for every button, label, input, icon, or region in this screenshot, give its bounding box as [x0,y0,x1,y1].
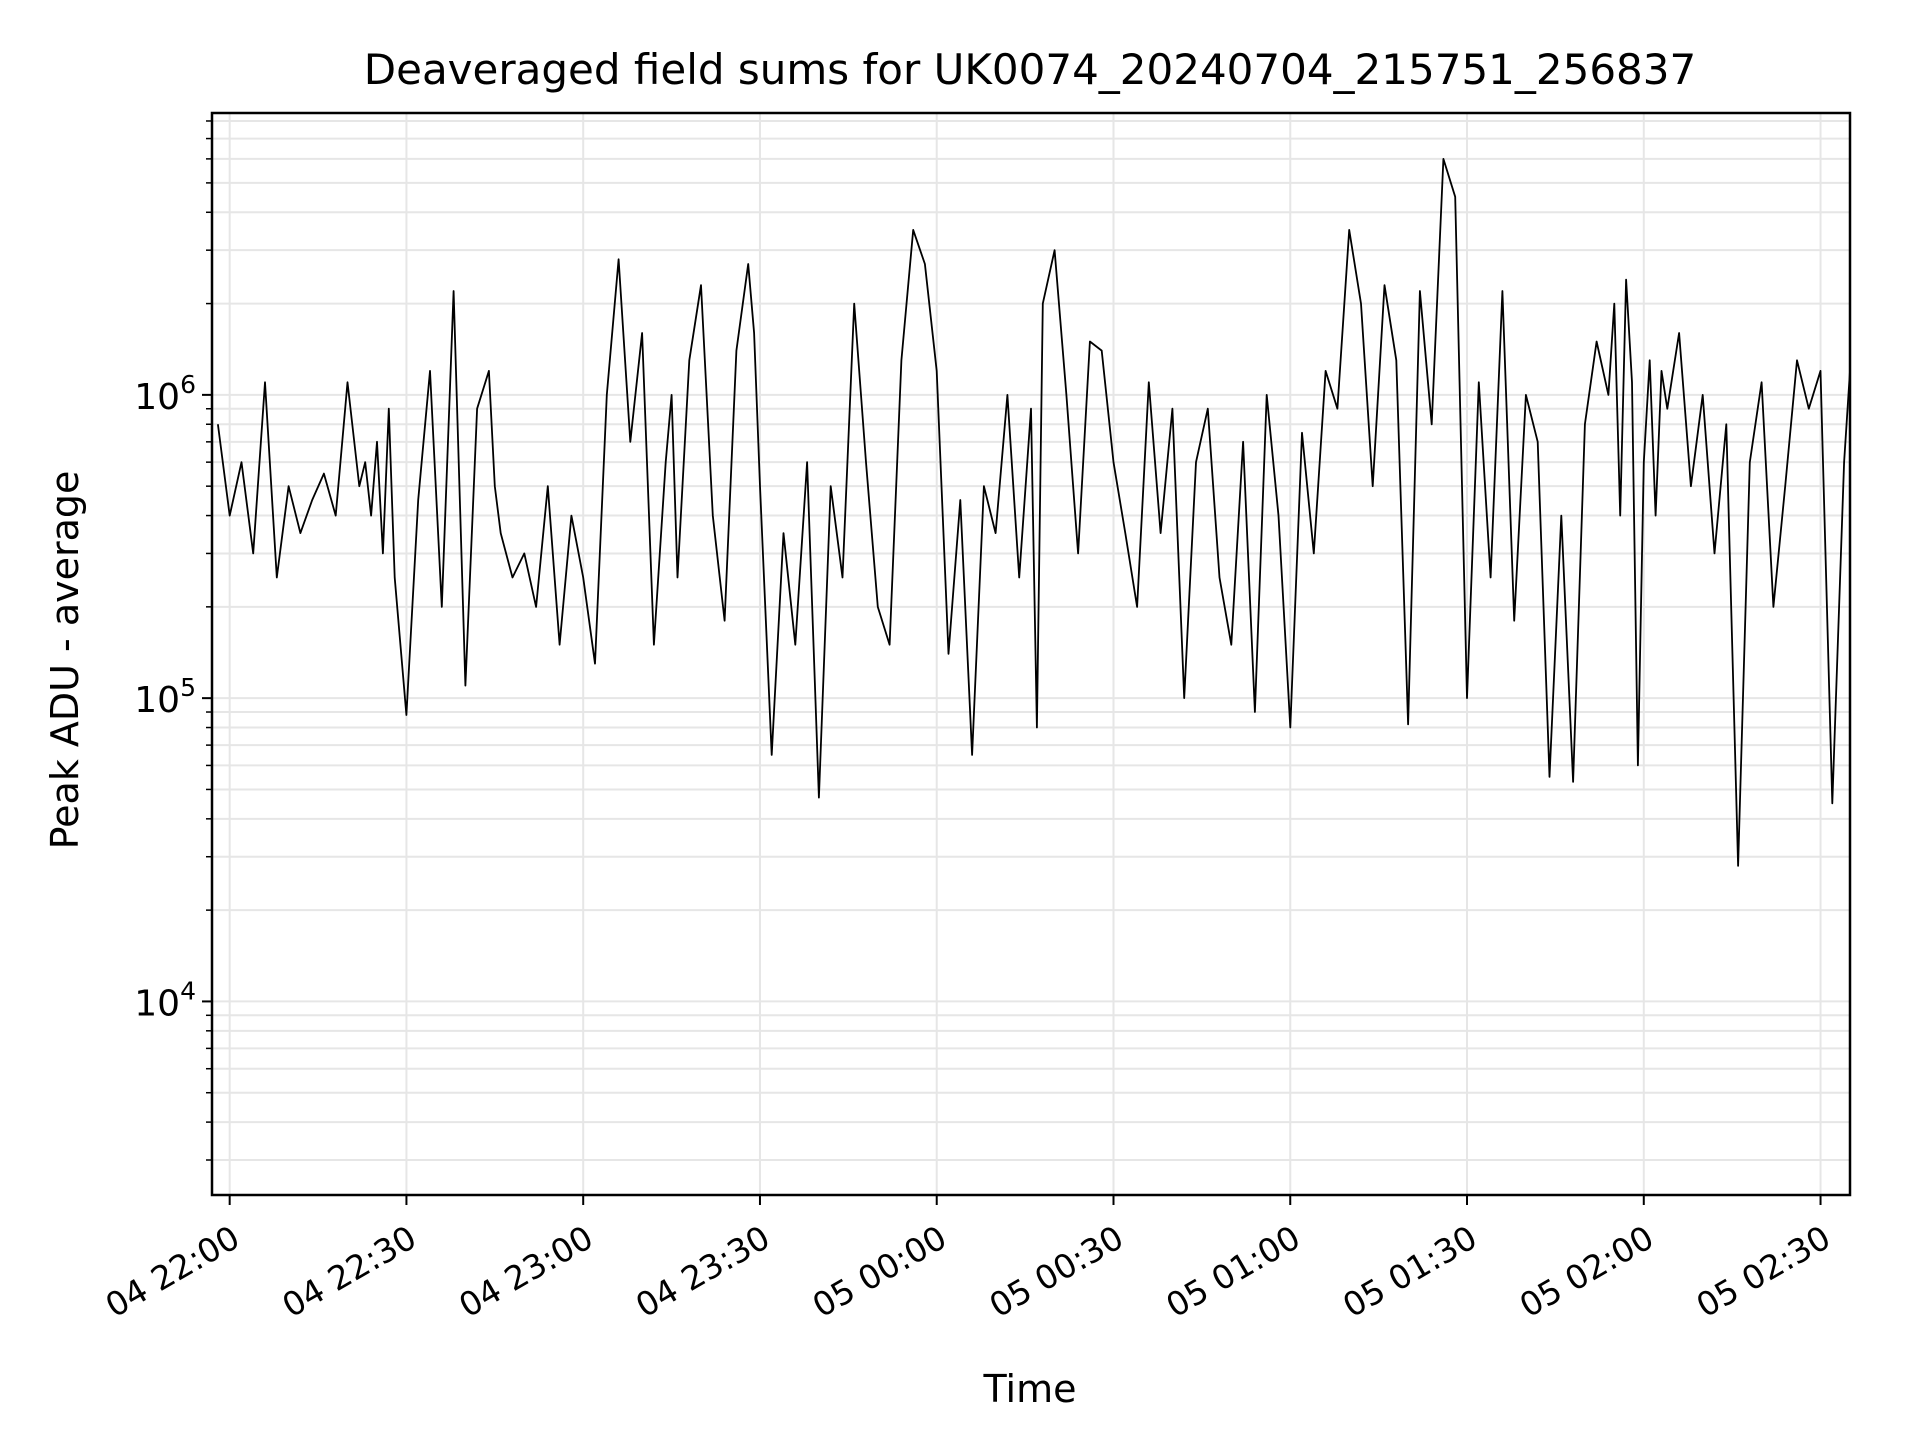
series-line [217,157,1851,867]
chart-title: Deaveraged field sums for UK0074_2024070… [364,45,1696,94]
y-tick-label: 106 [134,370,196,418]
plot-area [217,157,1851,867]
y-axis-label: Peak ADU - average [43,471,87,850]
y-tick-label: 105 [134,673,196,721]
grid [212,113,1850,1195]
y-tick-label: 104 [134,976,196,1024]
x-axis-label: Time [983,1367,1077,1411]
axes-frame [210,111,1852,1197]
